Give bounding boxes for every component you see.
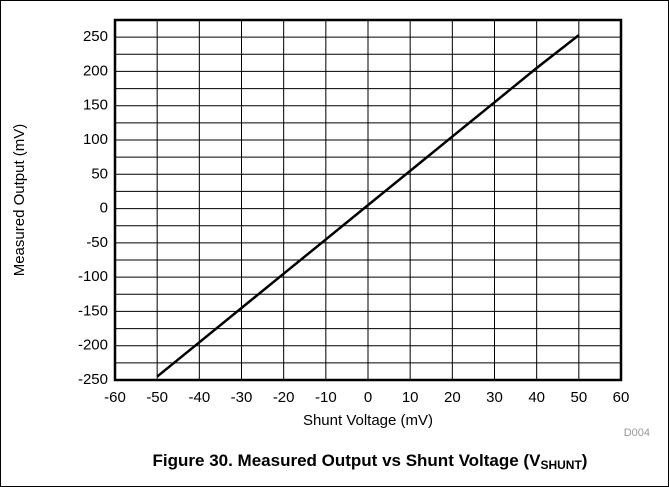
data-line [156,34,580,378]
x-axis-label: Shunt Voltage (mV) [303,412,433,429]
y-tick-label: 150 [83,97,108,114]
caption-subscript: SHUNT [540,458,582,472]
x-tick-label: -20 [273,389,295,406]
x-tick-label: 60 [613,389,630,406]
y-tick-label: 200 [83,62,108,79]
y-tick-label: 0 [100,200,108,217]
y-tick-label: -200 [78,337,108,354]
x-tick-label: 50 [570,389,587,406]
x-tick-label: -50 [146,389,168,406]
x-tick-label: -10 [315,389,337,406]
x-tick-label: 10 [402,389,419,406]
y-tick-label: -50 [86,234,108,251]
y-axis-label: Measured Output (mV) [11,124,28,277]
x-tick-label: 20 [444,389,461,406]
x-tick-label: 0 [364,389,372,406]
y-tick-label: 100 [83,131,108,148]
x-tick-label: -30 [231,389,253,406]
y-tick-label: 250 [83,28,108,45]
x-tick-label: 30 [486,389,503,406]
x-tick-label: -60 [104,389,126,406]
x-tick-label: -40 [188,389,210,406]
y-tick-label: -100 [78,268,108,285]
caption-text: Figure 30. Measured Output vs Shunt Volt… [153,451,542,470]
x-tick-label: 40 [528,389,545,406]
caption-end: ) [582,451,588,470]
y-tick-label: -250 [78,371,108,388]
figure-code: D004 [624,427,650,439]
y-tick-label: 50 [91,165,108,182]
plot-frame [113,18,623,382]
figure-caption: Figure 30. Measured Output vs Shunt Volt… [153,451,588,472]
y-tick-label: -150 [78,302,108,319]
